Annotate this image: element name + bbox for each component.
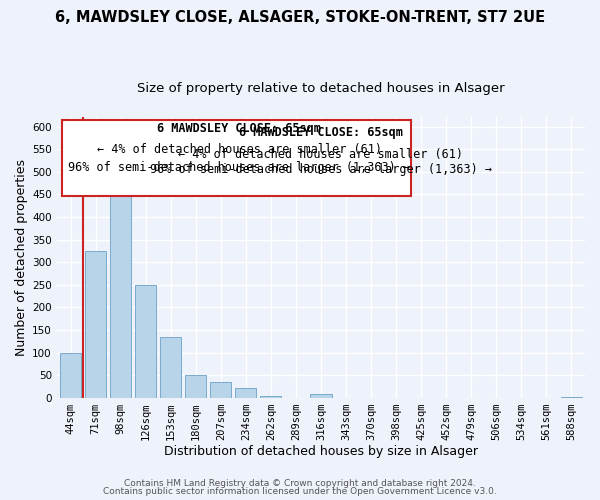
Bar: [260, 396, 281, 398]
Text: 6 MAWDSLEY CLOSE: 65sqm: 6 MAWDSLEY CLOSE: 65sqm: [157, 122, 321, 134]
Bar: [185, 376, 206, 398]
Bar: [135, 285, 156, 398]
Bar: [160, 337, 181, 398]
FancyBboxPatch shape: [62, 120, 410, 196]
Text: 6 MAWDSLEY CLOSE: 65sqm: 6 MAWDSLEY CLOSE: 65sqm: [239, 126, 403, 139]
Bar: [310, 394, 332, 398]
Text: ← 4% of detached houses are smaller (61)
96% of semi-detached houses are larger : ← 4% of detached houses are smaller (61)…: [68, 142, 410, 174]
Y-axis label: Number of detached properties: Number of detached properties: [15, 159, 28, 356]
Bar: [60, 353, 81, 398]
X-axis label: Distribution of detached houses by size in Alsager: Distribution of detached houses by size …: [164, 444, 478, 458]
Bar: [210, 382, 232, 398]
Text: Contains public sector information licensed under the Open Government Licence v3: Contains public sector information licen…: [103, 487, 497, 496]
Title: Size of property relative to detached houses in Alsager: Size of property relative to detached ho…: [137, 82, 505, 96]
Bar: [235, 388, 256, 398]
Text: 6, MAWDSLEY CLOSE, ALSAGER, STOKE-ON-TRENT, ST7 2UE: 6, MAWDSLEY CLOSE, ALSAGER, STOKE-ON-TRE…: [55, 10, 545, 25]
Bar: [560, 396, 582, 398]
Text: Contains HM Land Registry data © Crown copyright and database right 2024.: Contains HM Land Registry data © Crown c…: [124, 478, 476, 488]
Bar: [85, 251, 106, 398]
Text: ← 4% of detached houses are smaller (61)
96% of semi-detached houses are larger : ← 4% of detached houses are smaller (61)…: [150, 148, 492, 176]
Bar: [110, 175, 131, 398]
